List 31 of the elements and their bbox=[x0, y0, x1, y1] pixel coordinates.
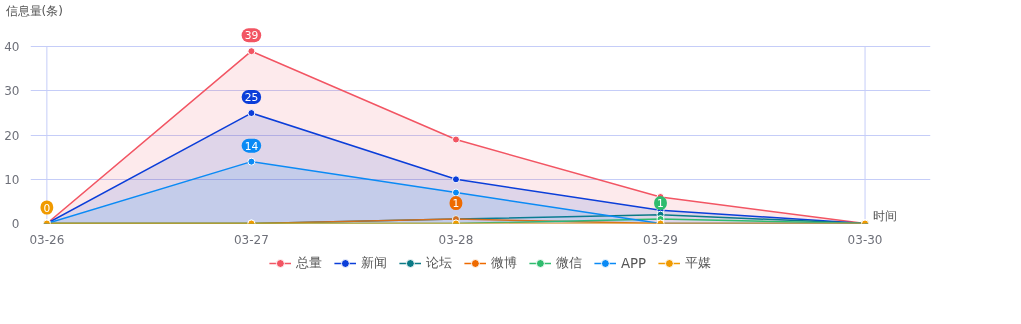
legend-label: 新闻 bbox=[360, 254, 387, 272]
data-label: 14 bbox=[244, 139, 259, 153]
legend-label: APP bbox=[620, 255, 647, 271]
y-tick-label: 10 bbox=[4, 172, 20, 187]
y-axis-title: 信息量(条) bbox=[5, 3, 63, 18]
data-label: 1 bbox=[452, 197, 460, 211]
x-tick-label: 03-29 bbox=[643, 232, 678, 247]
x-tick-label: 03-26 bbox=[29, 232, 65, 247]
y-tick-label: 30 bbox=[4, 84, 20, 99]
y-tick-label: 0 bbox=[11, 217, 20, 231]
point bbox=[451, 175, 460, 184]
data-label: 39 bbox=[244, 29, 259, 43]
data-label: 1 bbox=[657, 197, 664, 211]
legend-label: 总量 bbox=[295, 254, 322, 272]
y-tick-label: 40 bbox=[4, 40, 20, 55]
point bbox=[247, 47, 256, 56]
point bbox=[451, 135, 460, 144]
data-label: 25 bbox=[244, 91, 259, 105]
x-tick-label: 03-28 bbox=[438, 232, 474, 247]
point bbox=[247, 109, 256, 118]
x-tick-label: 03-27 bbox=[233, 232, 269, 247]
y-tick-label: 20 bbox=[4, 128, 20, 143]
point bbox=[451, 188, 460, 197]
legend-label: 微博 bbox=[490, 254, 517, 272]
x-axis-title: 时间 bbox=[873, 208, 898, 223]
legend-label: 平媒 bbox=[685, 254, 712, 272]
x-tick-label: 03-30 bbox=[847, 232, 883, 247]
legend-label: 微信 bbox=[555, 254, 582, 272]
legend-label: 论坛 bbox=[425, 254, 452, 272]
point bbox=[247, 157, 256, 166]
data-label: 0 bbox=[43, 201, 51, 215]
